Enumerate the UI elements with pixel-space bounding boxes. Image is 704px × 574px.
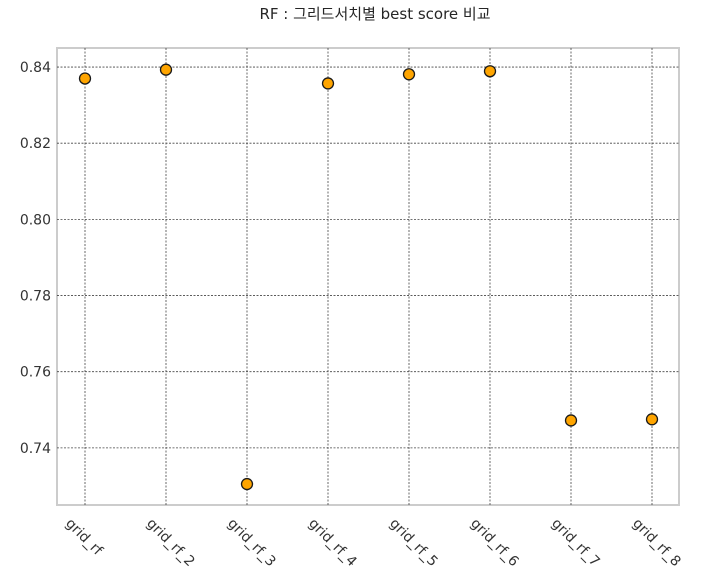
data-point	[645, 413, 659, 426]
y-tick-label: 0.80	[20, 212, 51, 228]
data-point	[240, 477, 254, 491]
x-tick-label: grid_rf_8	[629, 516, 683, 570]
x-tick-label: grid_rf_7	[548, 516, 602, 570]
y-tick-label: 0.84	[20, 60, 51, 76]
x-tick-label: grid_rf_5	[386, 516, 440, 570]
x-tick-label: grid_rf_3	[224, 516, 278, 570]
data-points	[78, 63, 659, 491]
data-point	[321, 77, 335, 90]
x-tick-label: grid_rf_2	[143, 516, 197, 570]
data-point	[564, 414, 578, 427]
plot-area	[56, 47, 680, 506]
x-tick-label: grid_rf	[62, 516, 106, 560]
chart-title: RF : 그리드서치별 best score 비교	[259, 5, 490, 23]
y-tick-label: 0.76	[20, 365, 51, 381]
y-tick-label: 0.78	[20, 289, 51, 305]
y-tick-label: 0.82	[20, 136, 51, 152]
grid-lines	[57, 48, 679, 505]
data-point	[78, 72, 92, 85]
x-tick-label: grid_rf_4	[305, 516, 360, 570]
x-tick-label: grid_rf_6	[467, 516, 522, 570]
data-point	[402, 68, 416, 81]
x-axis-ticks: grid_rf grid_rf_2 grid_rf_3 grid_rf_4 grid_r…	[62, 516, 683, 571]
data-point	[159, 63, 173, 76]
data-point	[483, 65, 497, 78]
y-tick-label: 0.74	[20, 441, 51, 457]
y-axis-ticks: 0.74 0.76 0.78 0.80 0.82 0.84	[20, 60, 51, 457]
